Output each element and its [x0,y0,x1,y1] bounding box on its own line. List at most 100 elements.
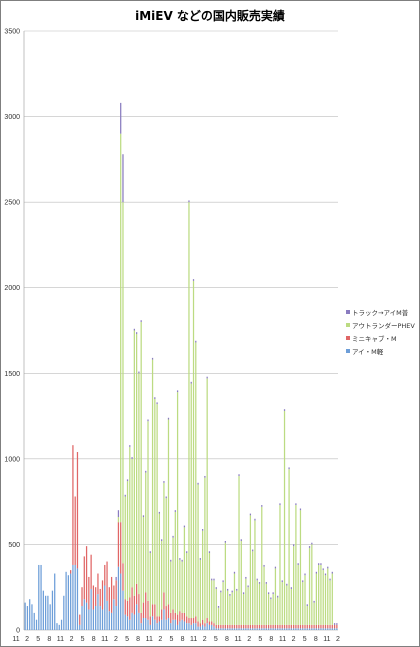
bar-segment [281,582,283,625]
bar-segment [304,624,306,629]
bar-segment [311,624,313,629]
bar-segment [206,618,208,624]
bar-segment [272,628,274,630]
legend-swatch [346,336,350,340]
bar-segment [290,624,292,629]
bar-segment [327,628,329,630]
bar-segment [233,624,236,629]
bar-segment [176,624,179,630]
bar-segment [197,484,199,622]
bar-segment [206,623,208,630]
bar-segment [233,573,236,625]
x-tick-label: 2 [25,636,29,643]
bar-segment [195,340,197,343]
bar-segment [299,508,302,511]
y-tick-label: 2000 [4,285,20,292]
bar-segment [295,505,297,625]
bar-segment [140,321,142,613]
bar-segment [47,595,49,630]
legend-label: ミニキャブ・M [352,334,397,343]
bar-segment [215,624,217,629]
x-tick-label: 11 [146,636,153,643]
bar-segment [167,419,170,605]
bar-segment [333,628,336,630]
bar-segment [320,564,322,625]
bar-segment [201,529,204,531]
bar-segment [227,624,229,629]
bar-segment [258,628,261,630]
bar-segment [176,390,179,393]
bar-segment [147,419,149,422]
bar-segment [192,623,195,630]
bar-segment [329,578,331,581]
bar-segment [79,614,81,625]
bar-segment [165,498,167,607]
bar-segment [138,594,140,613]
bar-segment [283,624,286,629]
bar-segment [110,612,113,630]
bar-segment [327,566,329,569]
bar-segment [186,616,188,624]
bar-segment [124,599,126,615]
bar-segment [201,619,204,625]
bar-segment [56,623,58,630]
bar-segment [170,623,172,630]
bar-segment [204,626,206,630]
bar-segment [306,624,308,629]
bar-segment [40,564,42,630]
bar-segment [190,383,192,619]
bar-segment [242,628,245,630]
bar-segment [233,628,236,630]
bar-segment [315,571,318,574]
bar-segment [124,496,126,600]
bar-segment [167,604,170,619]
bar-segment [208,621,211,625]
bar-segment [320,628,322,630]
bar-segment [247,628,249,630]
bar-segment [231,624,233,629]
bar-segment [293,546,295,625]
bar-segment [238,474,240,476]
bar-segment [124,494,126,497]
bar-segment [108,587,110,612]
bar-segment [324,573,327,576]
bar-segment [120,522,122,574]
bar-segment [99,588,101,607]
bar-segment [222,582,224,625]
bar-segment [293,544,295,547]
bar-segment [324,628,327,630]
bar-segment [274,628,277,630]
bar-segment [108,611,110,630]
bar-segment [331,573,333,625]
bar-segment [126,479,129,482]
bar-segment [315,573,318,625]
bar-segment [142,618,145,630]
bar-segment [252,549,254,552]
bar-segment [270,624,272,629]
bar-segment [26,606,29,630]
bar-segment [176,392,179,615]
bar-segment [315,628,318,630]
bar-segment [231,590,233,593]
bar-segment [156,402,158,405]
bar-segment [238,624,240,629]
bar-segment [279,628,281,630]
x-tick-label: 2 [292,636,296,643]
bar-segment [315,624,318,629]
bar-segment [158,621,161,630]
bar-segment [217,607,220,625]
bar-segment [213,626,215,630]
x-tick-label: 5 [125,636,129,643]
bar-segment [229,628,231,630]
bar-segment [154,619,156,630]
bar-segment [306,628,308,630]
bar-segment [142,602,145,619]
bar-segment [115,576,117,581]
bar-segment [145,618,147,630]
bar-segment [147,600,149,620]
bar-segment [236,588,238,591]
bar-segment [163,481,165,483]
bar-segment [336,623,338,625]
bar-segment [313,628,315,630]
bar-segment [277,595,279,598]
